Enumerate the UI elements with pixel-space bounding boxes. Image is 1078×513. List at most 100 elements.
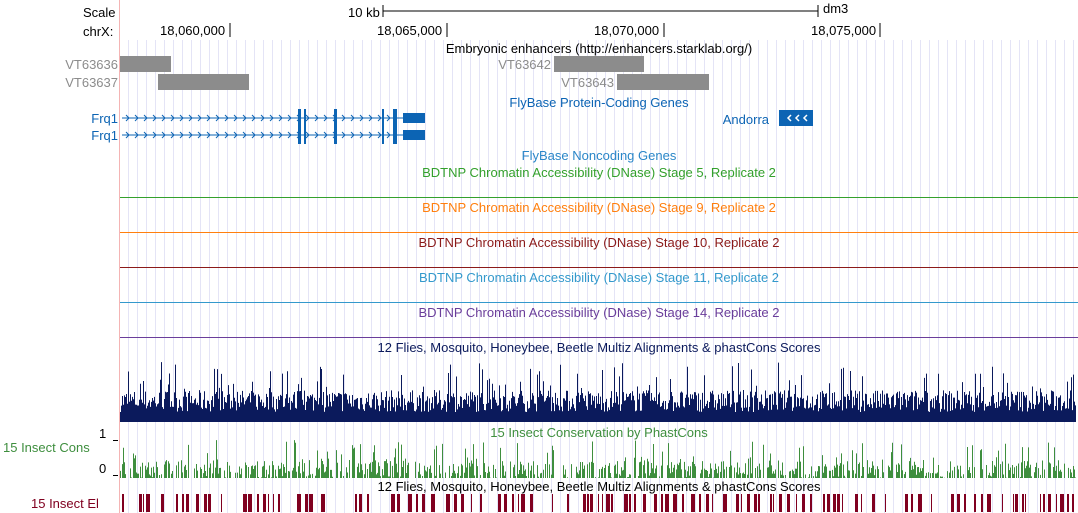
conserved-element [691,494,695,512]
strand-arrow [260,114,265,122]
conserved-element [1072,494,1074,512]
strand-arrow [251,114,256,122]
conserved-element [431,494,435,512]
conserved-element [176,494,178,512]
track-title-noncoding[interactable]: FlyBase Noncoding Genes [521,148,677,163]
gene-exon [334,109,337,127]
conserved-element [521,494,525,512]
strand-arrow [359,131,364,139]
gene-utr [403,113,425,123]
conserved-element [654,494,657,512]
chrom-label: chrX: [83,24,114,39]
conserved-element [355,494,357,512]
strand-arrow [287,114,292,122]
strand-arrow [233,131,238,139]
conserved-element [461,494,464,512]
strand-arrow [794,114,800,122]
conserved-element [706,494,709,512]
conserved-element [1043,494,1045,512]
strand-arrow [188,131,193,139]
enhancer-feature[interactable] [120,56,171,72]
strand-arrow [179,114,184,122]
track-title-insect-elements[interactable]: 12 Flies, Mosquito, Honeybee, Beetle Mul… [377,479,821,494]
track-title-enhancers[interactable]: Embryonic enhancers (http://enhancers.st… [445,41,753,56]
conserved-element [321,494,325,512]
side-label-insect-elements[interactable]: 15 Insect El [31,496,99,511]
strand-arrow [170,131,175,139]
conserved-element [587,494,589,512]
gene-label-andorra[interactable]: Andorra [722,112,769,127]
gene-label-frq1[interactable]: Frq1 [91,111,118,126]
track-title-insect-cons[interactable]: 15 Insect Conservation by PhastCons [490,425,708,440]
strand-arrow [368,131,373,139]
conserved-element [263,494,266,512]
conserved-element [758,494,760,512]
track-title-dnase-stage5[interactable]: BDTNP Chromatin Accessibility (DNase) St… [422,165,776,180]
strand-arrow [233,114,238,122]
conserved-element [143,494,144,512]
conserved-element [964,494,966,512]
conserved-element [1013,494,1014,512]
strand-arrow [359,114,364,122]
conserved-element [747,494,750,512]
conserved-element [861,494,862,512]
strand-arrow [368,114,373,122]
conserved-element [885,494,886,512]
enhancer-label: VT63643 [561,75,614,90]
conserved-element [257,494,259,512]
gene-models[interactable] [0,0,1078,160]
track-title-protein-coding[interactable]: FlyBase Protein-Coding Genes [509,95,689,110]
strand-arrow [152,131,157,139]
dnase-signal-stage10 [120,267,1078,268]
conserved-element [611,494,613,512]
conserved-element [974,494,976,512]
conserved-element [1060,494,1064,512]
conserved-element [1040,494,1041,512]
strand-arrow [278,114,283,122]
strand-arrow [350,114,355,122]
strand-arrow [269,131,274,139]
strand-arrow [134,131,139,139]
gene-label-frq1[interactable]: Frq1 [91,128,118,143]
track-title-dnase-stage10[interactable]: BDTNP Chromatin Accessibility (DNase) St… [418,235,780,250]
strand-arrow [152,114,157,122]
conserved-element [518,494,519,512]
track-title-multiz[interactable]: 12 Flies, Mosquito, Honeybee, Beetle Mul… [377,340,821,355]
strand-arrow [377,114,382,122]
position-tick-label: 18,075,000 [811,23,877,38]
enhancer-feature[interactable] [158,74,249,90]
conserved-element [770,494,772,512]
conserved-element [987,494,991,512]
conserved-element [146,494,150,512]
strand-arrow [269,114,274,122]
enhancer-feature[interactable] [554,56,644,72]
track-title-dnase-stage14[interactable]: BDTNP Chromatin Accessibility (DNase) St… [418,305,780,320]
gene-exon [298,109,301,127]
strand-arrow [242,114,247,122]
conserved-element [931,494,932,512]
strand-arrow [134,114,139,122]
strand-arrow [260,131,265,139]
conserved-element [397,494,400,512]
conserved-element [673,494,677,512]
conserved-element [827,494,830,512]
strand-arrow [179,131,184,139]
track-title-dnase-stage11[interactable]: BDTNP Chromatin Accessibility (DNase) St… [418,270,780,285]
side-label-insect-cons[interactable]: 15 Insect Cons [3,440,90,455]
axis-min-label: 0 [99,461,107,476]
dnase-signal-stage11 [120,302,1078,303]
conserved-element [951,494,954,512]
conserved-element [1025,494,1026,512]
enhancer-feature[interactable] [617,74,709,90]
enhancer-label: VT63642 [498,57,551,72]
conserved-element [754,494,757,512]
track-title-dnase-stage9[interactable]: BDTNP Chromatin Accessibility (DNase) St… [422,200,776,215]
enhancer-label: VT63636 [65,57,118,72]
strand-arrow [341,131,346,139]
strand-arrow [323,114,328,122]
conserved-element [422,494,425,512]
conserved-element [723,494,727,512]
strand-arrow [206,131,211,139]
